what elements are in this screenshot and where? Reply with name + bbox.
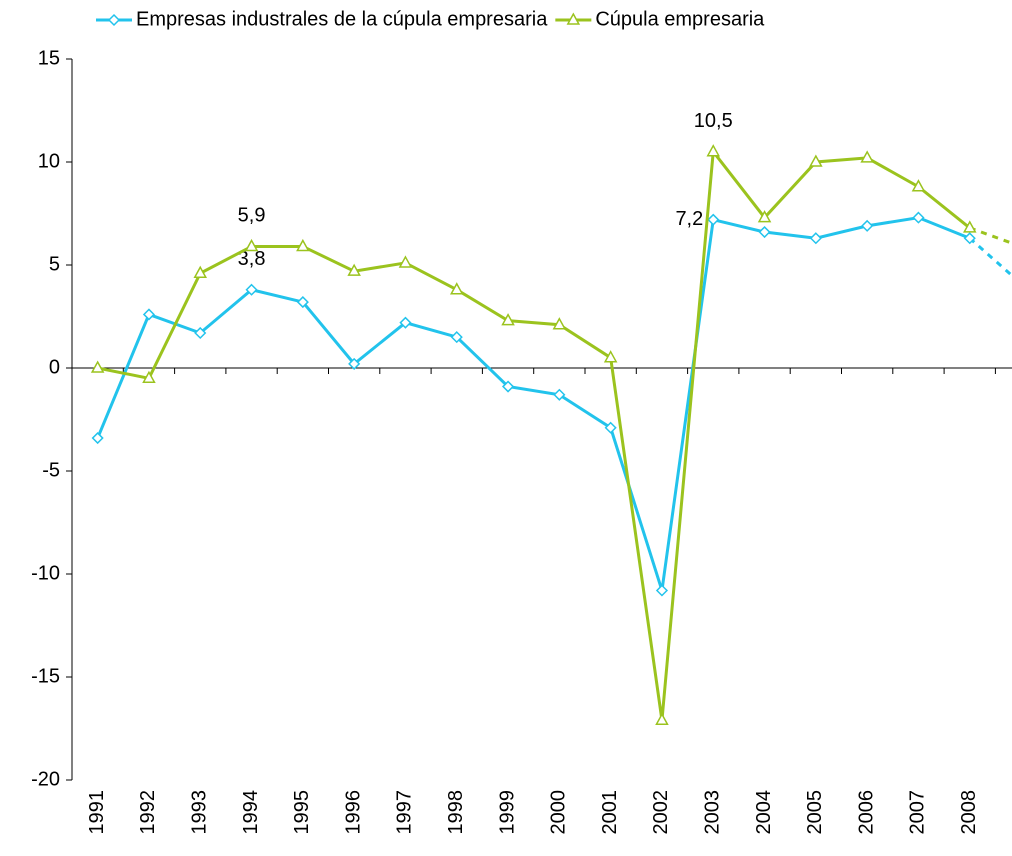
data-point (107, 13, 121, 27)
x-tick-label: 2004 (753, 790, 775, 835)
data-point (860, 150, 874, 163)
data-point (757, 210, 772, 223)
data-point (194, 326, 207, 340)
legend-label: Cúpula empresaria (595, 8, 765, 30)
data-point (758, 225, 771, 239)
data-point (911, 179, 926, 192)
data-point (399, 316, 412, 329)
data-point (962, 220, 977, 233)
data-point (142, 370, 156, 384)
data-point (501, 313, 515, 326)
legend-item: Cúpula empresaria (555, 8, 765, 30)
y-tick-label: -15 (31, 665, 60, 687)
x-tick-label: 2000 (548, 790, 570, 835)
data-point (91, 431, 104, 445)
data-point (566, 12, 581, 25)
series-line-projected (968, 237, 1012, 278)
x-tick-label: 2008 (958, 790, 980, 835)
data-point (450, 331, 463, 344)
x-tick-label: 1997 (394, 790, 416, 835)
legend-item: Empresas industrales de la cúpula empres… (96, 8, 548, 30)
data-point (809, 232, 822, 245)
data-label: 3,8 (238, 248, 266, 270)
data-label: 10,5 (694, 110, 733, 132)
data-point (655, 584, 669, 597)
y-tick-label: 5 (49, 253, 60, 275)
data-point (193, 265, 208, 278)
x-tick-label: 1993 (189, 790, 211, 835)
data-point (963, 232, 976, 245)
y-tick-label: -20 (31, 768, 60, 790)
y-tick-label: 10 (38, 150, 60, 172)
x-tick-label: 2009 (1009, 790, 1012, 835)
x-tick-label: 2006 (855, 790, 877, 835)
data-point (604, 421, 617, 434)
data-point (90, 360, 105, 373)
data-point (912, 211, 925, 224)
x-tick-label: 2003 (702, 790, 724, 835)
y-tick-label: -5 (42, 459, 60, 481)
y-tick-label: 0 (49, 356, 60, 378)
x-tick-label: 2001 (599, 790, 621, 835)
data-point (861, 219, 874, 232)
data-point (706, 144, 721, 157)
x-tick-label: 1994 (240, 790, 262, 835)
data-point (603, 350, 618, 363)
data-point (707, 213, 720, 226)
x-tick-label: 1996 (342, 790, 364, 835)
data-point (501, 380, 515, 393)
x-tick-label: 1999 (496, 790, 518, 835)
series-line-projected (969, 226, 1012, 245)
y-tick-label: -10 (31, 562, 60, 584)
legend-label: Empresas industrales de la cúpula empres… (136, 8, 548, 30)
x-tick-label: 1992 (137, 790, 159, 835)
series-line (97, 147, 971, 721)
data-point (347, 263, 361, 276)
x-tick-label: 2005 (804, 790, 826, 835)
data-point (245, 283, 258, 296)
data-point (398, 255, 413, 268)
data-point (296, 238, 310, 252)
x-tick-label: 1991 (86, 790, 108, 835)
x-tick-label: 2007 (907, 790, 929, 835)
data-point (296, 296, 309, 309)
data-point (553, 388, 566, 401)
data-label: 7,2 (675, 208, 703, 230)
x-tick-label: 1995 (291, 790, 313, 835)
data-point (348, 357, 361, 370)
data-point (142, 308, 156, 321)
series-line (96, 216, 971, 591)
x-tick-label: 2002 (650, 790, 672, 835)
data-point (809, 154, 823, 167)
y-tick-label: 15 (38, 47, 60, 69)
data-point (655, 712, 669, 726)
data-point (244, 238, 259, 252)
data-label: 5,9 (238, 205, 266, 227)
data-point (552, 317, 567, 330)
data-point (449, 282, 464, 295)
x-tick-label: 1998 (445, 790, 467, 835)
